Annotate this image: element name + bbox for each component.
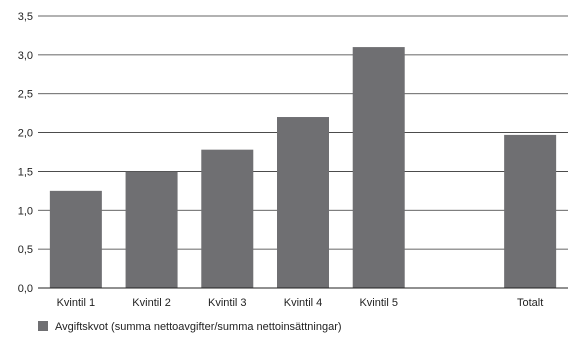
legend: Avgiftskvot (summa nettoavgifter/summa n… [38,321,342,333]
y-axis-ticks: 0,0 0,5 1,0 1,5 2,0 2,5 3,0 3,5 [18,11,33,295]
bar [49,190,102,288]
legend-swatch [38,321,48,331]
y-tick-label: 2,5 [18,89,33,101]
y-tick-label: 3,5 [18,11,33,23]
legend-label: Avgiftskvot (summa nettoavgifter/summa n… [55,321,342,333]
bar [277,117,329,289]
y-tick-label: 1,5 [18,166,33,178]
bar [125,171,178,288]
x-tick-label: Kvintil 5 [359,297,398,309]
y-tick-label: 3,0 [18,50,33,62]
x-tick-label: Kvintil 3 [208,297,247,309]
bar [352,47,405,289]
x-tick-label: Totalt [517,297,543,309]
bar [504,134,557,288]
x-tick-label: Kvintil 1 [57,297,96,309]
bars [49,47,557,289]
y-tick-label: 0,0 [18,283,33,295]
y-tick-label: 2,0 [18,128,33,140]
y-tick-label: 1,0 [18,205,33,217]
x-tick-label: Kvintil 2 [132,297,171,309]
bar [201,149,254,288]
y-tick-label: 0,5 [18,244,33,256]
x-axis-ticks: Kvintil 1 Kvintil 2 Kvintil 3 Kvintil 4 Kvin… [57,297,544,309]
x-tick-label: Kvintil 4 [284,297,323,309]
